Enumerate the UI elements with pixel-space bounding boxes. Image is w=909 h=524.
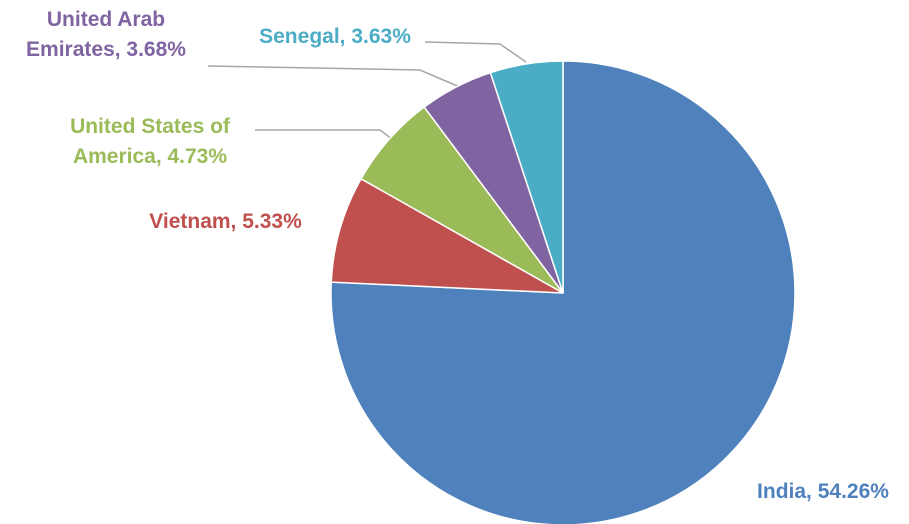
pie-slice (489, 60, 564, 294)
data-label: Vietnam, 5.33% (149, 210, 302, 233)
leader-line (424, 41, 527, 63)
data-label: United Arab Emirates, 3.68% (26, 8, 186, 61)
data-label: United States of America, 4.73% (70, 115, 230, 168)
data-label: Senegal, 3.63% (259, 25, 411, 48)
leader-line (255, 129, 393, 140)
pie-slice (330, 177, 564, 294)
pie-slice (330, 60, 796, 524)
leader-line (207, 65, 463, 89)
data-label: India, 54.26% (757, 480, 889, 503)
